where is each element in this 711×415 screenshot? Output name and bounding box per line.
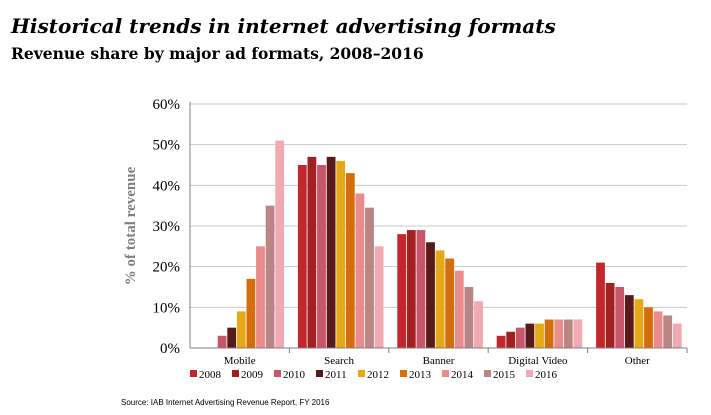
x-category-label: Search [324,355,354,367]
legend-swatch-2012 [358,370,365,377]
legend-swatch-2011 [316,370,323,377]
bar-2014-digital-video [554,319,564,348]
legend-label-2011: 2011 [325,369,347,381]
bar-2012-digital-video [535,323,544,348]
bar-2009-search [307,156,317,348]
bar-2011-mobile [227,327,237,348]
bar-2013-digital-video [544,319,554,348]
bar-2010-other [615,287,625,348]
y-tick-label: 40% [153,178,181,194]
bar-2009-digital-video [506,331,516,348]
chart-subtitle: Revenue share by major ad formats, 2008–… [11,44,424,63]
legend-swatch-2008 [190,370,197,377]
axes: 0% 10% 20% 30% 40% 50% 60% % of total revenue Mo… [123,97,688,367]
legend-label-2014: 2014 [451,369,474,381]
x-category-label: Banner [423,355,455,367]
bar-2012-banner [435,250,445,348]
y-axis-label: % of total revenue [123,166,139,285]
bar-2012-other [634,299,644,348]
bar-2008-digital-video [496,335,506,348]
x-category-label: Digital Video [508,355,568,367]
bar-2015-banner [464,287,474,348]
bar-2010-banner [416,230,426,348]
y-tick-label: 0% [160,341,180,357]
y-tick-label: 50% [153,138,181,154]
legend-swatch-2016 [526,370,533,377]
legend-label-2008: 2008 [199,369,222,381]
bar-2016-other [672,323,682,348]
bar-2008-other [596,262,605,348]
bar-2014-mobile [256,246,265,348]
bar-2015-search [365,207,374,348]
y-tick-label: 10% [153,300,181,316]
legend-label-2012: 2012 [367,369,389,381]
bar-2009-banner [406,230,416,348]
y-tick-label: 20% [153,260,181,276]
bar-2010-digital-video [515,327,525,348]
bar-2010-mobile [217,335,227,348]
bar-2011-banner [426,242,435,348]
legend-label-2013: 2013 [409,369,432,381]
bar-2013-search [345,173,355,348]
chart-title: Historical trends in internet advertisin… [11,14,556,38]
y-tick-label: 30% [153,219,181,235]
x-category-label: Mobile [224,355,256,367]
bar-2008-banner [397,234,407,348]
bar-2016-search [374,246,384,348]
bar-2015-mobile [265,205,275,348]
bar-2016-banner [474,301,483,348]
legend-label-2010: 2010 [283,369,306,381]
bar-2014-search [355,193,365,348]
legend-swatch-2009 [232,370,239,377]
legend-label-2016: 2016 [535,369,558,381]
bar-2011-other [624,295,634,348]
bar-2016-mobile [275,140,285,348]
legend-swatch-2013 [400,370,407,377]
legend: 2008 2009 2010 2011 2012 2013 2014 2015 2016 [190,369,558,381]
bar-2014-other [653,311,663,348]
bar-2013-other [644,307,653,348]
bar-2008-search [297,165,307,348]
legend-label-2015: 2015 [493,369,516,381]
bar-2011-search [326,156,336,348]
bar-2011-digital-video [525,323,535,348]
bar-2016-digital-video [573,319,583,348]
bar-2015-digital-video [563,319,573,348]
bar-2015-other [663,315,673,348]
bar-2010-search [317,165,326,348]
bar-2013-banner [445,258,455,348]
bar-2009-other [605,282,615,348]
y-tick-label: 60% [153,97,181,113]
legend-swatch-2014 [442,370,449,377]
legend-label-2009: 2009 [241,369,264,381]
legend-swatch-2010 [274,370,281,377]
bars [217,140,682,348]
x-category-label: Other [625,355,650,367]
legend-swatch-2015 [484,370,491,377]
bar-2013-mobile [246,278,256,348]
bar-2012-mobile [236,311,246,348]
bar-2014-banner [454,270,464,348]
source-note: Source: IAB Internet Advertising Revenue… [121,398,330,407]
bar-2012-search [336,160,346,348]
